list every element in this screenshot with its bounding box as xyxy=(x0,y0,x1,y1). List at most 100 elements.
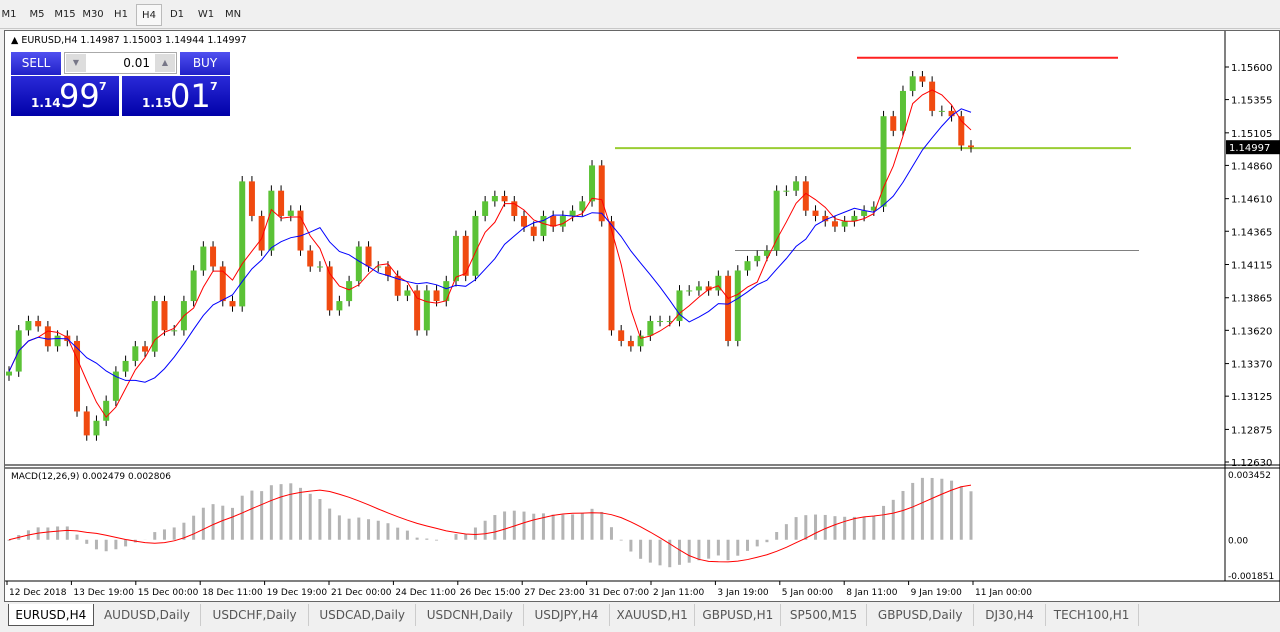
macd-histogram-bar xyxy=(794,517,798,540)
chart-window[interactable]: 1.15600 1.15355 1.15105 1.14860 1.14610 1.143… xyxy=(4,30,1280,602)
sell-button[interactable]: SELL xyxy=(11,52,61,75)
macd-histogram-bar xyxy=(240,495,244,540)
macd-histogram-bar xyxy=(376,520,380,540)
candle-body xyxy=(579,201,586,211)
symbol-tab[interactable]: USDJPY,H4 xyxy=(524,604,610,626)
macd-histogram-bar xyxy=(823,514,827,540)
candle-body xyxy=(6,371,12,376)
candle-body xyxy=(676,290,683,322)
candle-body xyxy=(210,246,217,267)
symbol-tab[interactable]: AUDUSD,Daily xyxy=(94,604,202,626)
macd-histogram-bar xyxy=(386,523,390,540)
macd-histogram-bar xyxy=(687,539,691,563)
macd-histogram-bar xyxy=(765,539,769,543)
timeframe-d1[interactable]: D1 xyxy=(169,9,185,20)
candle-body xyxy=(346,281,353,302)
price-tick-label: 1.14365 xyxy=(1231,227,1272,238)
candle-body xyxy=(812,210,819,216)
candle-body xyxy=(423,290,430,331)
macd-histogram-bar xyxy=(454,534,458,540)
current-price-label: 1.14997 xyxy=(1229,143,1270,154)
macd-histogram-bar xyxy=(124,539,128,547)
macd-histogram-bar xyxy=(843,516,847,540)
price-tick-label: 1.15105 xyxy=(1231,129,1272,140)
candle-body xyxy=(851,215,858,222)
candle-body xyxy=(316,266,323,268)
timeframe-mn[interactable]: MN xyxy=(224,9,242,20)
candle-body xyxy=(666,321,673,323)
macd-histogram-bar xyxy=(221,505,225,540)
timeframe-h1[interactable]: H1 xyxy=(114,9,128,20)
candle-body xyxy=(705,286,712,291)
candle-body xyxy=(25,321,32,331)
macd-histogram-bar xyxy=(541,513,545,540)
time-tick-label: 11 Jan 00:00 xyxy=(975,588,1032,598)
candle-body xyxy=(200,246,207,271)
chart-canvas[interactable]: 1.156001.153551.151051.148601.146101.143… xyxy=(5,31,1280,603)
one-click-trading-panel: SELL ▼ 0.01 ▲ BUY 1.14 99 7 1.15 01 7 xyxy=(11,52,230,116)
buy-price[interactable]: 1.15 01 7 xyxy=(122,76,230,116)
candle-body xyxy=(793,181,800,191)
timeframe-m1[interactable]: M1 xyxy=(1,9,17,20)
lot-increase-icon[interactable]: ▲ xyxy=(155,54,175,72)
macd-histogram-bar xyxy=(230,507,234,540)
time-tick-label: 13 Dec 19:00 xyxy=(73,588,134,598)
time-tick-label: 24 Dec 11:00 xyxy=(395,588,456,598)
macd-histogram-bar xyxy=(65,526,69,540)
symbol-tab[interactable]: USDCNH,Daily xyxy=(417,604,525,626)
timeframe-m30[interactable]: M30 xyxy=(82,9,104,20)
time-tick-label: 21 Dec 00:00 xyxy=(331,588,392,598)
timeframe-m5[interactable]: M5 xyxy=(29,9,45,20)
buy-button[interactable]: BUY xyxy=(180,52,230,75)
symbol-tab[interactable]: GBPUSD,H1 xyxy=(696,604,782,626)
sell-price-pips: 99 xyxy=(59,77,100,115)
price-tick-label: 1.14610 xyxy=(1231,195,1272,206)
macd-histogram-bar xyxy=(279,484,283,540)
candle-body xyxy=(627,340,634,347)
macd-histogram-bar xyxy=(260,491,264,540)
macd-histogram-bar xyxy=(425,538,429,540)
ma-slow-line xyxy=(8,108,972,383)
candle-body xyxy=(657,321,664,323)
macd-histogram-bar xyxy=(882,505,886,540)
macd-histogram-bar xyxy=(493,515,497,540)
macd-histogram-bar xyxy=(7,539,11,541)
macd-histogram-bar xyxy=(532,513,536,540)
symbol-tab[interactable]: XAUUSD,H1 xyxy=(610,604,696,626)
symbol-tab[interactable]: SP500,M15 xyxy=(781,604,867,626)
macd-histogram-bar xyxy=(590,508,594,540)
symbol-tab[interactable]: GBPUSD,Daily xyxy=(867,604,975,626)
candle-body xyxy=(880,116,887,207)
candle-body xyxy=(54,335,61,347)
timeframe-h4[interactable]: H4 xyxy=(136,4,162,26)
sell-price[interactable]: 1.14 99 7 xyxy=(11,76,119,116)
candle-body xyxy=(355,246,362,282)
time-tick-label: 18 Dec 11:00 xyxy=(202,588,263,598)
ma-fast-line xyxy=(8,89,972,418)
timeframe-m15[interactable]: M15 xyxy=(54,9,76,20)
lot-decrease-icon[interactable]: ▼ xyxy=(66,54,86,72)
candle-body xyxy=(161,301,168,331)
macd-tick-label: 0.003452 xyxy=(1228,471,1271,481)
lot-value[interactable]: 0.01 xyxy=(123,56,150,70)
symbol-tab[interactable]: EURUSD,H4 xyxy=(8,604,94,626)
lot-size-input[interactable]: ▼ 0.01 ▲ xyxy=(64,52,177,74)
macd-histogram-bar xyxy=(308,493,312,540)
timeframe-w1[interactable]: W1 xyxy=(197,9,215,20)
macd-histogram-bar xyxy=(746,539,750,551)
macd-histogram-bar xyxy=(920,477,924,540)
candle-body xyxy=(608,221,615,331)
macd-histogram-bar xyxy=(192,515,196,540)
candle-body xyxy=(559,215,566,227)
symbol-tab[interactable]: TECH100,H1 xyxy=(1046,604,1139,626)
symbol-tab[interactable]: USDCAD,Daily xyxy=(309,604,417,626)
macd-histogram-bar xyxy=(755,539,759,547)
symbol-tab[interactable]: DJ30,H4 xyxy=(975,604,1046,626)
candle-body xyxy=(919,76,926,82)
candle-body xyxy=(491,196,498,202)
candle-body xyxy=(501,196,508,202)
candle-body xyxy=(734,270,741,341)
symbol-tab[interactable]: USDCHF,Daily xyxy=(201,604,309,626)
macd-histogram-bar xyxy=(328,508,332,540)
macd-histogram-bar xyxy=(172,527,176,540)
